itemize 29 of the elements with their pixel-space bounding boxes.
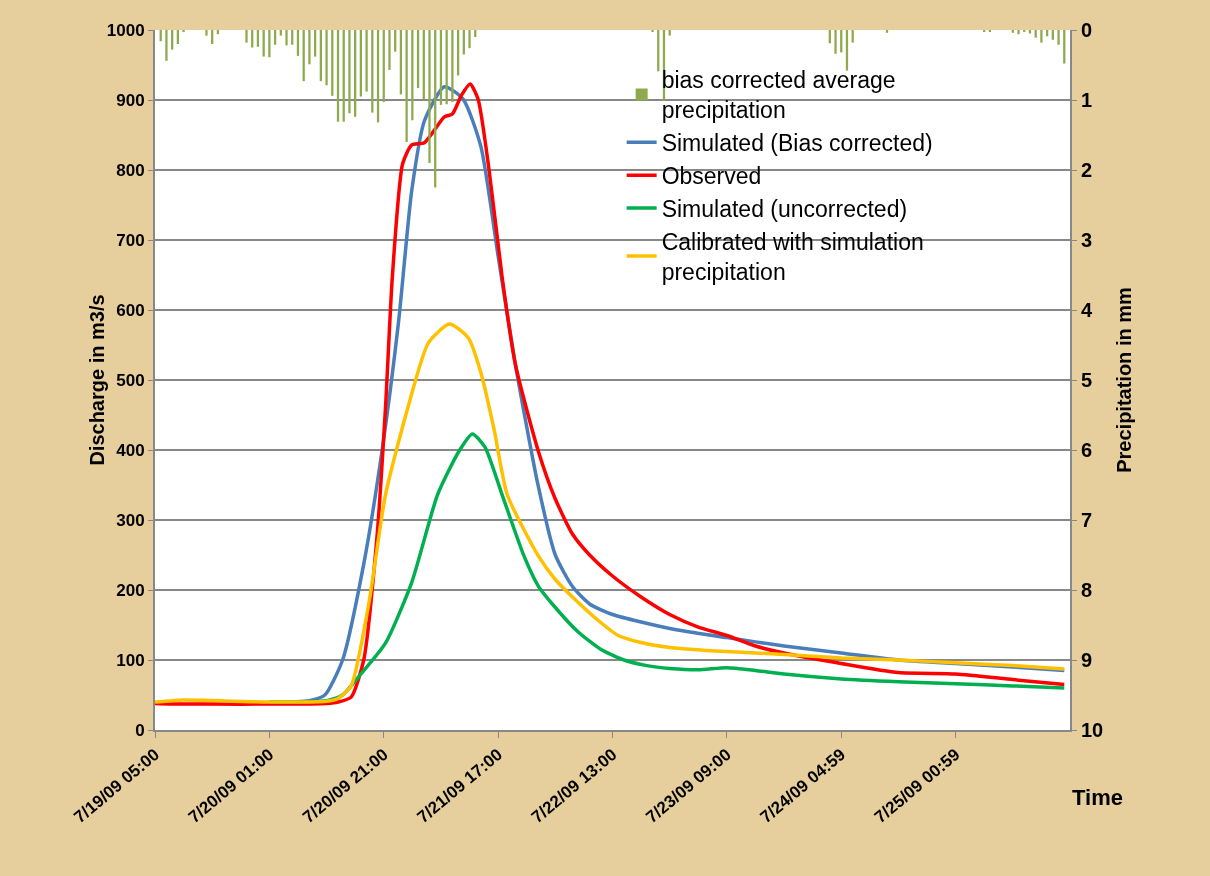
y2-tick-label: 10 — [1081, 719, 1104, 741]
y2-axis-title: Precipitation in mm — [1113, 287, 1135, 473]
y-tick-label: 300 — [116, 510, 145, 530]
y-tick-label: 400 — [116, 440, 145, 460]
x-axis-title: Time — [1072, 785, 1123, 810]
y2-tick-label: 6 — [1081, 439, 1093, 461]
legend-label: Calibrated with simulation precipitation — [661, 228, 924, 285]
y2-tick-label: 0 — [1081, 19, 1093, 41]
legend-label: Simulated (uncorrected) — [661, 196, 908, 223]
y-tick-label: 900 — [116, 90, 145, 110]
legend-label: Observed — [661, 163, 762, 190]
y-tick-label: 600 — [116, 300, 145, 320]
y-tick-label: 0 — [135, 720, 145, 740]
y-tick-label: 700 — [116, 230, 145, 250]
y2-tick-label: 2 — [1081, 159, 1093, 181]
y2-tick-label: 7 — [1081, 509, 1093, 531]
y2-tick-label: 9 — [1081, 649, 1093, 671]
y-tick-label: 1000 — [106, 20, 145, 40]
legend-label: Simulated (Bias corrected) — [661, 130, 933, 157]
y-tick-label: 500 — [116, 370, 145, 390]
y2-tick-label: 8 — [1081, 579, 1093, 601]
y2-tick-label: 3 — [1081, 229, 1093, 251]
y-tick-label: 200 — [116, 580, 145, 600]
y-axis-title: Discharge in m3/s — [86, 294, 108, 466]
y2-tick-label: 4 — [1081, 299, 1093, 321]
y-tick-label: 800 — [116, 160, 145, 180]
y2-tick-label: 5 — [1081, 369, 1093, 391]
y2-tick-label: 1 — [1081, 89, 1093, 111]
y-tick-label: 100 — [116, 650, 145, 670]
